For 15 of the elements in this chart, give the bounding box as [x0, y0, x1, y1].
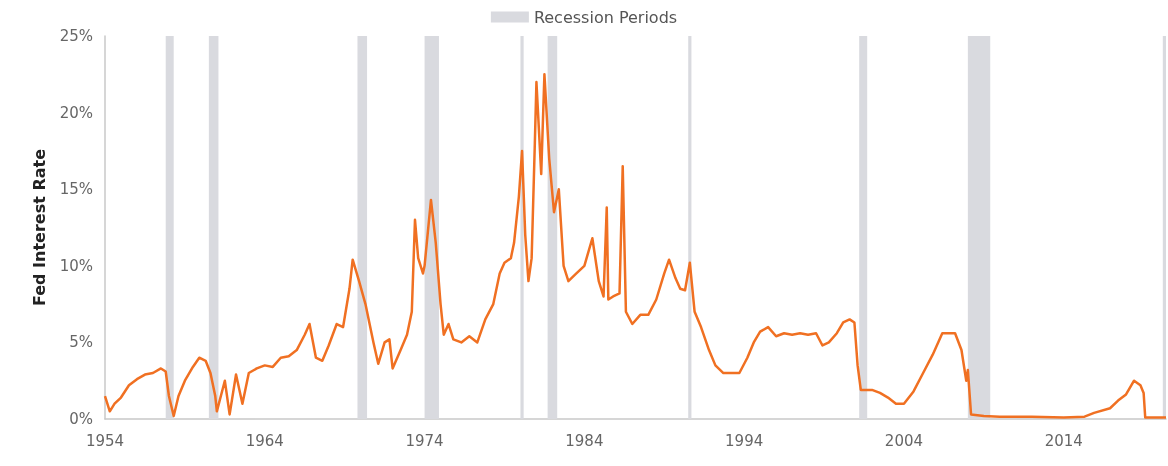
x-tick-label: 2004 — [884, 431, 924, 450]
y-tick-label: 10% — [59, 256, 93, 275]
y-tick-label: 20% — [59, 103, 93, 122]
y-tick-label: 25% — [59, 27, 93, 45]
x-tick-label: 1994 — [725, 431, 764, 450]
x-tick-label: 1954 — [85, 431, 125, 450]
y-tick-label: 15% — [59, 180, 93, 199]
x-tick-label: 1984 — [565, 431, 604, 450]
x-tick-label: 1974 — [405, 431, 444, 450]
x-tick-label: 1964 — [245, 431, 284, 450]
x-tick-label: 2014 — [1044, 431, 1083, 450]
y-axis-title: Fed Interest Rate — [29, 148, 49, 307]
y-tick-label: 0% — [69, 410, 93, 428]
legend-label: Recession Periods — [533, 7, 678, 27]
y-tick-label: 5% — [69, 333, 93, 352]
